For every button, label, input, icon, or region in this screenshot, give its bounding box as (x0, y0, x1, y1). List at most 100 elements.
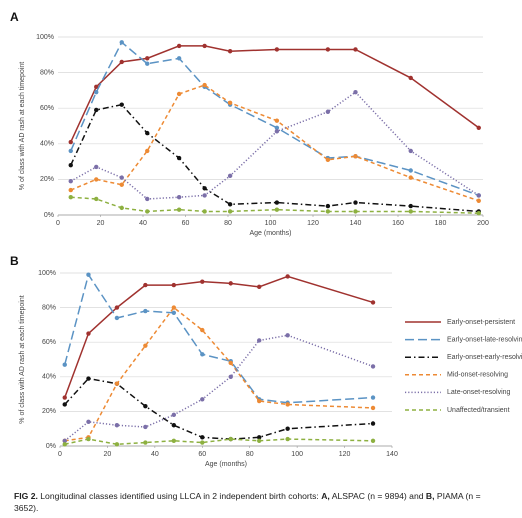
data-point (145, 209, 150, 214)
x-tick-label: 40 (139, 220, 147, 227)
data-point (408, 175, 413, 180)
data-point (370, 438, 376, 444)
data-point (202, 186, 207, 191)
series-line (70, 45, 480, 143)
data-point (200, 279, 205, 284)
data-point (353, 209, 358, 214)
data-point (114, 305, 120, 310)
data-point (171, 412, 177, 418)
data-point (86, 419, 91, 424)
data-point (257, 338, 262, 343)
data-point (200, 440, 205, 445)
data-point (227, 209, 233, 214)
data-point (143, 424, 148, 430)
data-point (353, 154, 358, 159)
data-point (86, 436, 91, 442)
legend-label: Unaffected/transient (447, 407, 510, 414)
data-point (353, 200, 358, 205)
data-point (200, 327, 205, 333)
y-tick-label: 40% (42, 374, 56, 381)
data-point (171, 282, 177, 288)
series-line (70, 103, 479, 213)
x-tick-label: 140 (386, 451, 398, 458)
series-line (70, 41, 480, 197)
data-point (94, 107, 99, 113)
data-point (476, 125, 481, 130)
caption-text: PIAMA (n = 3652). (14, 491, 481, 513)
data-point (68, 187, 73, 193)
data-point (257, 284, 262, 290)
data-point (274, 129, 280, 134)
data-point (171, 310, 177, 315)
data-point (62, 438, 67, 444)
data-point (408, 148, 413, 154)
data-point (68, 178, 73, 184)
data-point (408, 203, 413, 209)
data-point (200, 397, 205, 402)
data-point (68, 139, 73, 145)
caption-cohort: B, (425, 491, 435, 501)
data-point (202, 209, 207, 214)
data-point (285, 436, 290, 442)
data-point (114, 315, 120, 321)
data-point (176, 155, 182, 161)
caption-text: ALSPAC (n = 9894) and (329, 491, 426, 501)
x-tick-label: 0 (58, 451, 62, 458)
x-tick-label: 80 (246, 451, 254, 458)
x-tick-label: 80 (224, 220, 232, 227)
data-point (119, 59, 124, 65)
data-point (370, 395, 376, 400)
x-axis-title: Age (months) (205, 461, 247, 468)
data-point (325, 209, 331, 214)
data-point (145, 56, 150, 61)
data-point (94, 196, 99, 202)
data-point (257, 435, 262, 440)
legend-label: Late-onset-resolving (447, 389, 511, 396)
data-point (370, 421, 376, 426)
series-line (64, 306, 374, 442)
data-point (171, 305, 177, 310)
data-point (119, 40, 124, 45)
series-line (70, 84, 479, 202)
data-point (228, 281, 233, 286)
data-point (145, 196, 150, 202)
data-point (62, 442, 67, 447)
data-point (202, 82, 207, 88)
legend-label: Early-onset-late-resolving (447, 336, 522, 343)
y-tick-label: 60% (42, 339, 56, 346)
legend-label: Early-onset-persistent (447, 319, 515, 326)
series-line (64, 275, 374, 398)
data-point (274, 118, 280, 123)
x-tick-label: 60 (182, 220, 190, 227)
data-point (227, 173, 233, 179)
y-axis-title: % of class with AD rash at each timepoin… (19, 62, 26, 190)
data-point (274, 125, 280, 130)
legend-label: Early-onset-early-resolving (447, 354, 522, 361)
y-tick-label: 100% (36, 34, 54, 41)
figure: A 0% 20% 40% 60% 80% 100% 0 20 40 60 80 100 120 140 160… (10, 10, 522, 468)
data-point (62, 362, 67, 367)
data-point (119, 182, 124, 187)
data-point (227, 49, 233, 54)
data-point (86, 272, 91, 277)
data-point (68, 162, 73, 168)
data-point (143, 282, 148, 288)
x-tick-label: 120 (307, 220, 319, 227)
x-tick-label: 160 (392, 220, 404, 227)
data-point (274, 200, 280, 205)
y-tick-label: 0% (46, 443, 56, 450)
data-point (202, 193, 207, 198)
data-point (325, 109, 331, 114)
series-line (64, 272, 374, 404)
data-point (370, 300, 376, 305)
y-tick-label: 20% (42, 408, 56, 415)
x-tick-label: 120 (339, 451, 351, 458)
data-point (325, 157, 331, 163)
data-point (94, 164, 99, 170)
data-point (228, 374, 233, 379)
x-tick-label: 20 (97, 220, 105, 227)
data-point (176, 91, 182, 97)
panel-label: B (10, 254, 19, 268)
data-point (119, 205, 124, 211)
